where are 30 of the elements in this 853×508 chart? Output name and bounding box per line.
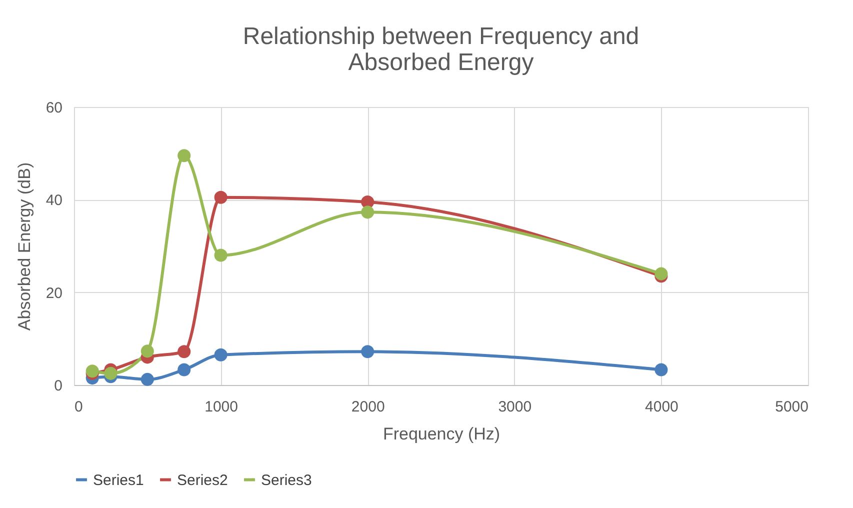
y-tick-label: 0	[54, 378, 62, 394]
point	[214, 248, 228, 262]
text: Absorbed Energy	[348, 49, 534, 76]
x-tick-label: 3000	[498, 398, 532, 416]
point	[140, 344, 154, 358]
y-tick-label: 60	[46, 100, 62, 116]
legend-label: Series1	[93, 472, 144, 489]
x-axis-title: Frequency (Hz)	[382, 424, 500, 444]
point	[140, 372, 154, 386]
legend-label: Series3	[261, 472, 312, 489]
point	[361, 345, 374, 358]
point	[214, 190, 228, 204]
point	[214, 348, 228, 362]
point	[178, 149, 191, 162]
y-tick-label: 40	[46, 192, 62, 210]
legend-label: Series2	[177, 472, 228, 489]
y-axis-title: Absorbed Energy (dB)	[14, 162, 34, 331]
x-tick-label: 5000	[775, 398, 808, 416]
point	[178, 363, 191, 376]
point	[654, 267, 668, 280]
x-tick-label: 2000	[351, 398, 385, 416]
text: Relationship between Frequency and	[242, 23, 640, 50]
y-tick-label: 20	[46, 284, 62, 302]
x-tick-label: 4000	[645, 398, 678, 416]
point	[361, 206, 374, 219]
point	[104, 366, 118, 380]
x-tick-label: 0	[74, 398, 83, 416]
x-tick-label: 1000	[204, 398, 238, 416]
point	[178, 345, 191, 358]
point	[654, 363, 668, 376]
